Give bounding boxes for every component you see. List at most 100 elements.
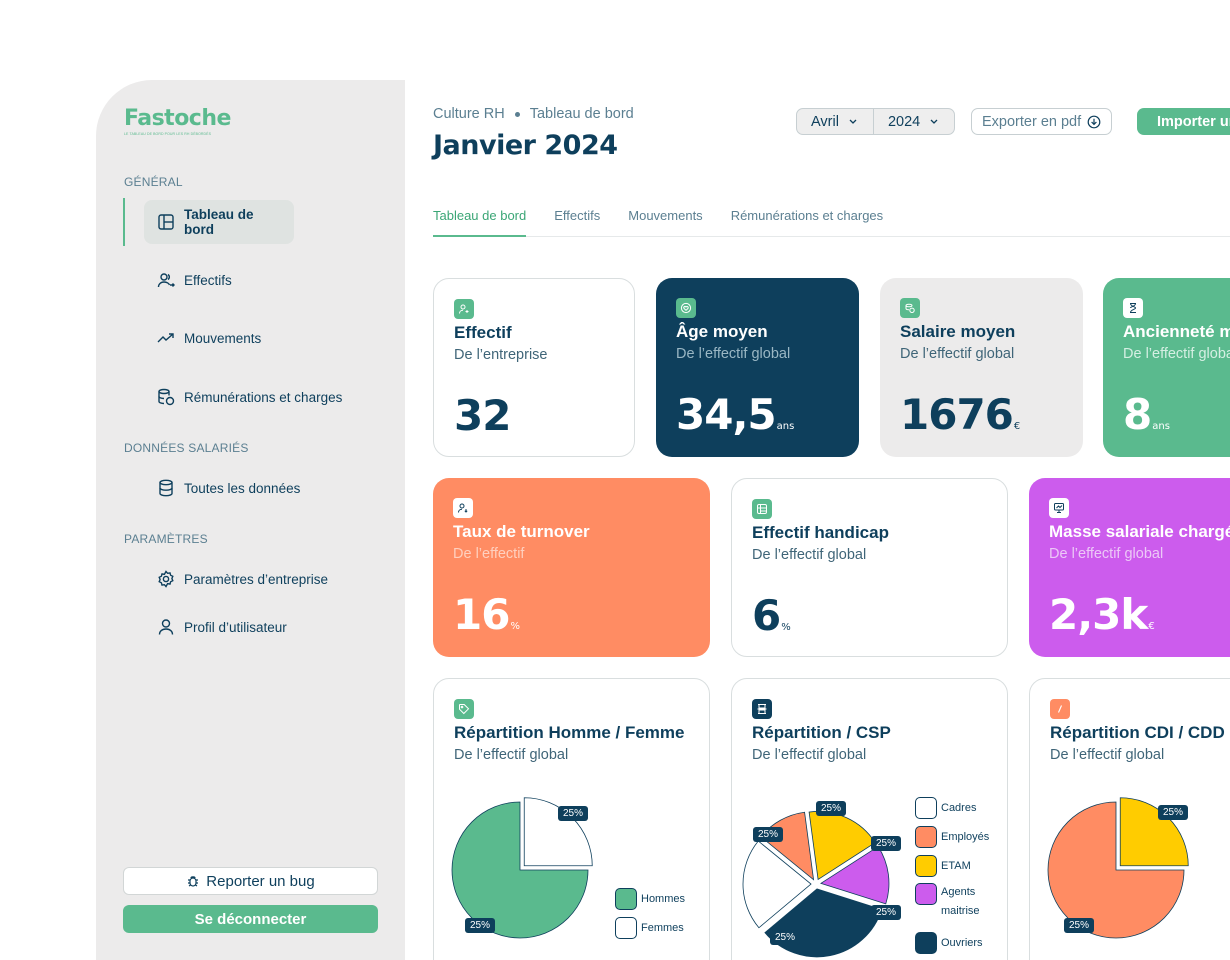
sidebar-item-effectifs[interactable]: Effectifs <box>144 258 244 302</box>
kpi-number: 6 <box>752 591 781 640</box>
sidebar-item-parametres-entreprise[interactable]: Paramètres d’entreprise <box>144 557 340 601</box>
kpi-subtitle: De l’effectif global <box>1049 546 1164 562</box>
tab-bar: Tableau de bord Effectifs Mouvements Rém… <box>433 208 1230 237</box>
chart-card-homme-femme[interactable]: Répartition Homme / Femme De l’effectif … <box>433 678 710 960</box>
chart-title: Répartition CDI / CDD <box>1050 723 1225 742</box>
kpi-card-anciennete[interactable]: Ancienneté moyenne De l’effectif global … <box>1103 278 1230 457</box>
legend-item: Employés <box>915 822 989 851</box>
export-pdf-button[interactable]: Exporter en pdf <box>971 108 1113 135</box>
users-icon <box>157 273 175 288</box>
kpi-title: Effectif handicap <box>752 523 889 542</box>
legend-item: Hommes <box>615 884 685 913</box>
pie-data-label: 25% <box>871 905 902 920</box>
kpi-card-age-moyen[interactable]: Âge moyen De l’effectif global 34,5ans <box>656 278 859 457</box>
kpi-number: 32 <box>454 391 511 440</box>
chart-title: Répartition / CSP <box>752 723 891 742</box>
report-bug-button[interactable]: Reporter un bug <box>123 867 378 895</box>
legend-label: Cadres <box>941 801 977 814</box>
pie-data-label: 25% <box>770 930 801 945</box>
sidebar-item-label: Rémunérations et charges <box>184 389 343 405</box>
kpi-number: 16 <box>453 590 510 639</box>
period-selector: Avril 2024 <box>796 108 956 135</box>
briefcase-icon <box>752 699 772 719</box>
month-select[interactable]: Avril <box>797 109 873 134</box>
bug-icon <box>188 876 199 887</box>
legend-label: Agents maitrise <box>941 886 980 917</box>
kpi-number: 34,5 <box>676 390 777 439</box>
year-select[interactable]: 2024 <box>872 109 954 134</box>
legend-swatch <box>615 887 637 910</box>
legend-swatch <box>915 854 937 877</box>
kpi-subtitle: De l’entreprise <box>454 347 548 363</box>
hourglass-icon <box>1123 298 1143 318</box>
chart-legend: Hommes Femmes <box>615 884 685 942</box>
sidebar-item-tableau-de-bord[interactable]: Tableau de bord <box>144 200 294 244</box>
kpi-title: Taux de turnover <box>453 522 590 541</box>
kpi-card-effectif[interactable]: Effectif De l’entreprise 32 <box>433 278 635 457</box>
kpi-subtitle: De l’effectif global <box>676 346 791 362</box>
section-label-donnees: DONNÉES SALARIÉS <box>124 441 249 455</box>
tag-icon <box>454 699 474 719</box>
sidebar-item-remunerations[interactable]: Rémunérations et charges <box>144 375 354 419</box>
kpi-title: Âge moyen <box>676 322 768 341</box>
sidebar-item-label: Mouvements <box>184 330 262 346</box>
kpi-unit: € <box>1013 421 1021 432</box>
breadcrumb-item[interactable]: Culture RH <box>433 106 505 122</box>
tab-tableau-de-bord[interactable]: Tableau de bord <box>433 208 527 237</box>
chart-subtitle: De l’effectif global <box>752 747 867 763</box>
kpi-value: 2,3k€ <box>1049 590 1155 639</box>
section-label-parametres: PARAMÈTRES <box>124 532 208 546</box>
kpi-unit: ans <box>776 421 795 432</box>
breadcrumb: Culture RH Tableau de bord <box>433 106 634 122</box>
logo-name: Fastoche <box>124 106 231 131</box>
legend-label: Hommes <box>641 892 686 905</box>
kpi-card-turnover[interactable]: Taux de turnover De l’effectif 16% <box>433 478 710 657</box>
chart-subtitle: De l’effectif global <box>1050 747 1165 763</box>
chevron-down-icon <box>930 119 938 124</box>
import-button[interactable]: Importer un fichier <box>1137 108 1230 135</box>
legend-item: Agents maitrise <box>915 880 989 928</box>
sidebar-item-profil-utilisateur[interactable]: Profil d’utilisateur <box>144 605 299 649</box>
kpi-card-masse-salariale[interactable]: Masse salariale chargée De l’effectif gl… <box>1029 478 1230 657</box>
pie-slice-cadres[interactable] <box>742 840 812 929</box>
sidebar-item-mouvements[interactable]: Mouvements <box>144 316 273 360</box>
kpi-unit: % <box>781 622 791 633</box>
legend-item: ETAM <box>915 851 989 880</box>
heart-badge-icon <box>676 298 696 318</box>
kpi-subtitle: De l’effectif global <box>1123 346 1230 362</box>
logout-button[interactable]: Se déconnecter <box>123 905 378 933</box>
presentation-icon <box>1049 498 1069 518</box>
kpi-title: Effectif <box>454 323 512 342</box>
chart-card-csp[interactable]: Répartition / CSP De l’effectif global 2… <box>731 678 1008 960</box>
legend-label: Femmes <box>641 921 684 934</box>
download-circle-icon <box>1087 115 1101 128</box>
logo-tagline: LE TABLEAU DE BORD POUR LES RH DÉBORDÉS <box>124 132 212 136</box>
sidebar-item-label: Paramètres d’entreprise <box>184 571 329 587</box>
logo[interactable]: Fastoche LE TABLEAU DE BORD POUR LES RH … <box>124 106 231 136</box>
coins-icon <box>158 388 175 406</box>
legend-swatch <box>915 883 937 905</box>
report-bug-label: Reporter un bug <box>206 872 315 890</box>
pie-data-label: 25% <box>871 836 902 851</box>
accessibility-icon <box>752 499 772 519</box>
user-icon <box>158 619 174 635</box>
kpi-card-handicap[interactable]: Effectif handicap De l’effectif global 6… <box>731 478 1008 657</box>
kpi-value: 8ans <box>1123 390 1170 439</box>
chart-card-cdi-cdd[interactable]: Répartition CDI / CDD De l’effectif glob… <box>1029 678 1230 960</box>
tab-effectifs[interactable]: Effectifs <box>554 208 601 223</box>
section-label-general: GÉNÉRAL <box>124 175 183 189</box>
pie-data-label: 25% <box>465 918 496 933</box>
users-minus-icon <box>453 498 473 518</box>
kpi-title: Salaire moyen <box>900 322 1016 341</box>
app-window: Fastoche LE TABLEAU DE BORD POUR LES RH … <box>96 80 1230 960</box>
legend-label: ETAM <box>941 859 971 872</box>
sidebar-item-toutes-les-donnees[interactable]: Toutes les données <box>144 466 312 510</box>
sidebar: Fastoche LE TABLEAU DE BORD POUR LES RH … <box>96 80 405 960</box>
kpi-card-salaire-moyen[interactable]: Salaire moyen De l’effectif global 1676€ <box>880 278 1083 457</box>
tab-remunerations[interactable]: Rémunérations et charges <box>730 208 884 223</box>
tab-mouvements[interactable]: Mouvements <box>628 208 703 223</box>
chart-legend: Cadres Employés ETAM Agents maitrise Ouv… <box>915 793 989 957</box>
pie-data-label: 25% <box>816 801 847 816</box>
legend-swatch <box>915 825 937 848</box>
legend-swatch <box>915 931 937 954</box>
